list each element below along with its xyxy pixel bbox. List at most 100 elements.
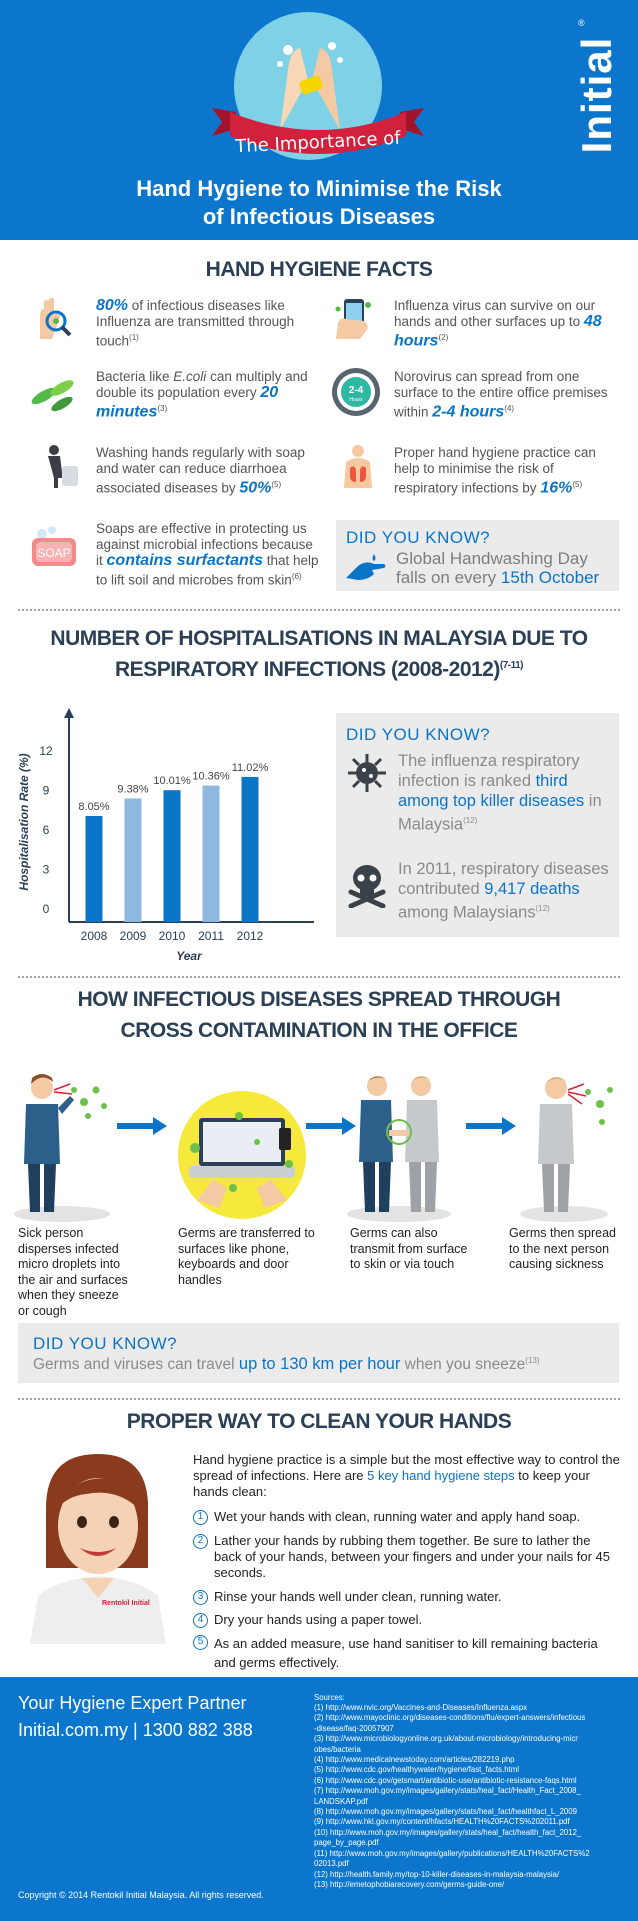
brand-logo[interactable]: Initial [573, 36, 620, 154]
did-you-know-box [336, 520, 619, 591]
source-link[interactable]: obes/bacteria [314, 1744, 361, 1754]
source-link[interactable]: (8) http://www.moh.gov.my/images/gallery… [314, 1807, 577, 1817]
registered-mark: ® [578, 18, 585, 28]
source-link[interactable]: LANDSKAP.pdf [314, 1796, 368, 1806]
data-label: 11.02% [232, 762, 269, 774]
handshake-illustration [347, 1076, 451, 1222]
y-tick-label: 3 [43, 863, 50, 877]
spread-caption: Germs are transferred to surfaces like p… [178, 1226, 315, 1287]
y-tick-label: 9 [43, 784, 50, 798]
source-link[interactable]: (4) http://www.medicalnewstoday.com/arti… [314, 1755, 515, 1765]
facts-heading: HAND HYGIENE FACTS [205, 258, 433, 281]
spread-caption: Sick person disperses infected micro dro… [18, 1226, 128, 1318]
x-tick-label: 2010 [159, 929, 186, 943]
footer-copyright: Copyright © 2014 Rentokil Initial Malays… [18, 1890, 264, 1900]
y-tick-label: 0 [43, 902, 50, 916]
fact-item: Proper hand hygiene practice can help to… [394, 445, 596, 497]
divider [18, 976, 620, 978]
hand-wash-icon [346, 554, 386, 580]
footer-partner: Your Hygiene Expert Partner [18, 1693, 247, 1713]
step-number: 4 [193, 1613, 208, 1628]
hospital-heading-line2: RESPIRATORY INFECTIONS (2008-2012)(7-11) [115, 658, 523, 681]
spread-caption: Germs can also transmit from surface to … [350, 1226, 468, 1271]
source-link[interactable]: (12) http://health.family.my/top-10-kill… [314, 1869, 560, 1879]
uniform-logo: Rentokil Initial [102, 1600, 150, 1607]
clean-intro: Hand hygiene practice is a simple but th… [193, 1452, 620, 1499]
source-link[interactable]: (1) http://www.nvic.org/Vaccines-and-Dis… [314, 1703, 528, 1712]
did-you-know-title: DID YOU KNOW? [346, 725, 491, 744]
source-link[interactable]: (6) http://www.cdc.gov/getsmart/antibiot… [314, 1775, 577, 1785]
x-tick-label: 2011 [198, 929, 224, 943]
spread-heading-line2: CROSS CONTAMINATION IN THE OFFICE [120, 1019, 518, 1042]
fact-item: Bacteria like E.coli can multiply and do… [96, 369, 308, 421]
lungs-icon [344, 445, 372, 488]
did-you-know-text: In 2011, respiratory diseases contribute… [398, 860, 609, 922]
page-title-line2: of Infectious Diseases [202, 204, 436, 229]
x-tick-label: 2009 [120, 929, 147, 943]
step-item: 4 Dry your hands using a paper towel. [193, 1612, 618, 1628]
clock-icon: 2-4 Hours [332, 368, 380, 416]
page-title-line1: Hand Hygiene to Minimise the Risk [136, 176, 502, 201]
did-you-know-text: Global Handwashing Day falls on every 15… [396, 549, 600, 587]
step-item: 2 Lather your hands by rubbing them toget… [193, 1533, 618, 1581]
arrow-right-icon [306, 1117, 356, 1135]
sources-list: (1) http://www.nvic.org/Vaccines-and-Dis… [314, 1703, 628, 1890]
fact-item: Washing hands regularly with soap and wa… [96, 445, 305, 497]
hospital-heading-line1: NUMBER OF HOSPITALISATIONS IN MALAYSIA D… [50, 627, 588, 650]
hygiene-expert-illustration [30, 1454, 166, 1644]
did-you-know-text: Germs and viruses can travel up to 130 k… [33, 1355, 540, 1373]
skull-icon [348, 865, 386, 908]
source-link[interactable]: 02013.pdf [314, 1859, 349, 1869]
soap-label: SOAP [37, 546, 70, 560]
source-link[interactable]: (11) http://www.moh.gov.my/images/galler… [314, 1848, 590, 1858]
arrow-right-icon [466, 1117, 516, 1135]
step-item: 3 Rinse your hands well under clean, runn… [193, 1589, 618, 1605]
footer-contact[interactable]: Initial.com.my | 1300 882 388 [18, 1720, 253, 1740]
did-you-know-title: DID YOU KNOW? [346, 528, 491, 547]
soap-icon: SOAP [32, 526, 76, 566]
toilet-icon [48, 445, 78, 488]
clean-heading: PROPER WAY TO CLEAN YOUR HANDS [126, 1410, 512, 1433]
source-link[interactable]: (10) http://www.moh.gov.my/images/galler… [314, 1827, 582, 1837]
clock-label: 2-4 [349, 385, 364, 396]
step-item: 1 Wet your hands with clean, running wate… [193, 1509, 618, 1525]
spread-caption: Germs then spread to the next person cau… [509, 1226, 616, 1271]
x-tick-label: 2012 [237, 929, 264, 943]
bacteria-icon [31, 380, 74, 412]
source-link[interactable]: (13) http://emetophobiarecovery.com/germ… [314, 1879, 505, 1889]
bar-2008 [85, 816, 103, 922]
hand-magnifier-icon [40, 298, 72, 339]
source-link[interactable]: (5) http://www.cdc.gov/healthywater/hygi… [314, 1765, 519, 1775]
source-link[interactable]: (7) http://www.moh.gov.my/images/gallery… [314, 1786, 581, 1796]
source-link[interactable]: page_by_page.pdf [314, 1838, 379, 1848]
fact-item: Soaps are effective in protecting us aga… [96, 521, 319, 588]
did-you-know-text: The influenza respiratory infection is r… [398, 752, 602, 834]
data-label: 8.05% [78, 801, 109, 813]
fact-item: 80% of infectious diseases like Influenz… [96, 297, 295, 349]
source-link[interactable]: (9) http://www.hkl.gov.my/content/hfacts… [314, 1817, 570, 1827]
footer [0, 1677, 638, 1921]
step-number: 3 [193, 1590, 208, 1605]
y-axis-label: Hospitalisation Rate (%) [17, 753, 31, 890]
bar-2009 [124, 798, 142, 922]
y-tick-label: 6 [43, 823, 50, 837]
bar-2011 [202, 785, 220, 922]
source-link[interactable]: (2) http://www.mayoclinic.org/diseases-c… [314, 1713, 586, 1723]
x-axis-label: Year [176, 949, 203, 963]
data-label: 10.36% [192, 771, 230, 783]
clock-sublabel: Hours [349, 397, 363, 403]
fact-item: Influenza virus can survive on our hands… [394, 298, 602, 350]
sick-person-illustration [520, 1077, 613, 1222]
did-you-know-box [18, 1323, 619, 1383]
bar-2012 [241, 776, 259, 922]
did-you-know-title: DID YOU KNOW? [33, 1334, 178, 1353]
keyboard-germs-illustration [178, 1091, 306, 1219]
source-link[interactable]: (3) http://www.microbiologyonline.org.uk… [314, 1734, 578, 1744]
divider [18, 609, 620, 611]
washing-hands-icon [277, 42, 343, 130]
sneezing-person-illustration [14, 1074, 110, 1222]
source-link[interactable]: -disease/faq-20057907 [314, 1723, 394, 1733]
y-tick-label: 12 [39, 744, 53, 758]
ribbon-banner [212, 108, 424, 154]
step-number: 2 [193, 1534, 208, 1549]
